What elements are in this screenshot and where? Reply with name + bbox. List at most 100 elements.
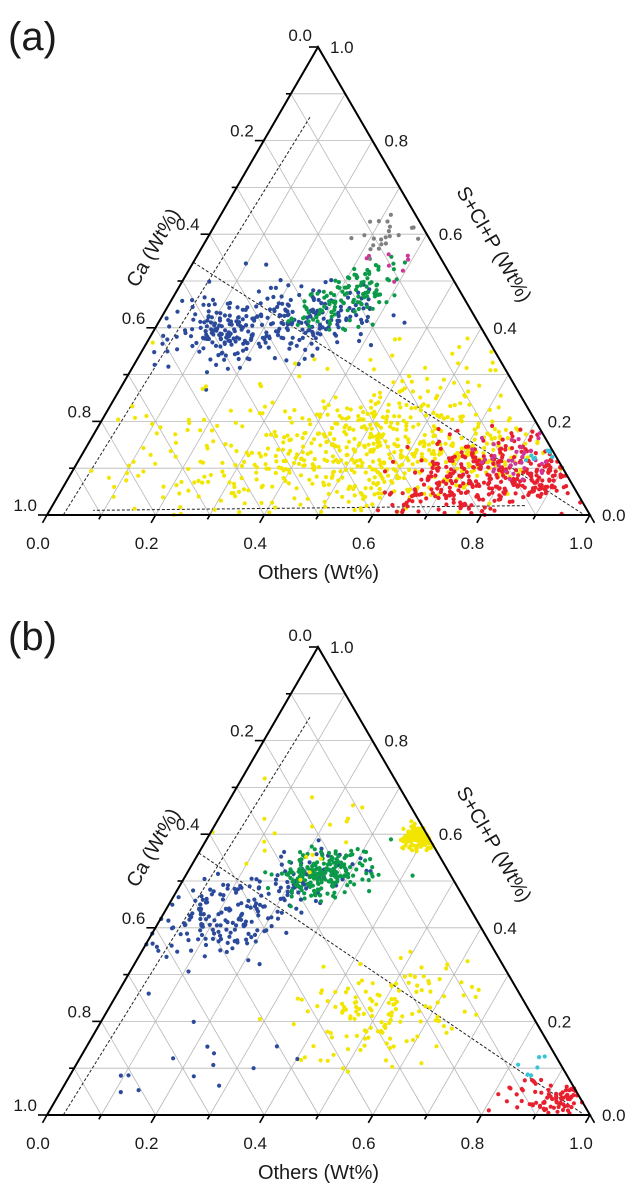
point-cyan (537, 1055, 542, 1060)
point-red (444, 464, 449, 470)
point-gray (379, 237, 384, 242)
point-yellow (298, 473, 304, 478)
point-blue (273, 881, 278, 886)
series-red (375, 423, 583, 518)
point-yellow (270, 500, 275, 505)
point-blue (219, 351, 224, 356)
point-blue (260, 335, 265, 340)
point-yellow (379, 474, 384, 479)
point-yellow (487, 407, 492, 412)
point-yellow (375, 437, 380, 442)
point-yellow (240, 424, 245, 429)
ticks (38, 46, 596, 524)
point-red (461, 472, 466, 477)
point-yellow (310, 852, 315, 857)
point-yellow (262, 816, 267, 821)
point-yellow (187, 420, 192, 426)
point-yellow (375, 422, 380, 427)
point-red (499, 479, 504, 484)
point-yellow (368, 422, 373, 427)
point-blue (205, 318, 210, 323)
point-yellow (409, 379, 414, 384)
point-yellow (220, 469, 225, 474)
point-blue (204, 324, 209, 329)
tick-label-bottom: 0.8 (461, 534, 485, 553)
point-yellow (307, 477, 312, 482)
grid-line (209, 787, 400, 1116)
point-blue (200, 897, 205, 902)
point-green (321, 861, 326, 866)
point-red (451, 493, 456, 498)
point-blue (246, 898, 251, 903)
point-yellow (403, 843, 408, 848)
point-yellow (365, 411, 370, 416)
point-green (354, 867, 359, 872)
point-yellow (402, 471, 407, 476)
point-yellow (173, 454, 178, 459)
point-yellow (299, 456, 304, 461)
point-yellow (385, 409, 390, 414)
point-yellow (390, 1064, 395, 1069)
point-yellow (426, 403, 431, 408)
point-yellow (254, 470, 259, 475)
point-green (355, 284, 360, 289)
point-blue (186, 969, 191, 974)
point-red (534, 1100, 539, 1105)
point-green (319, 849, 324, 855)
point-yellow (116, 417, 121, 422)
point-yellow (332, 437, 337, 442)
tick-right (453, 880, 458, 886)
point-red (503, 444, 508, 449)
point-yellow (367, 477, 372, 482)
point-yellow (397, 464, 402, 469)
point-yellow (465, 380, 470, 385)
point-yellow (311, 1044, 316, 1049)
point-blue (223, 328, 228, 333)
point-red (466, 506, 471, 511)
point-yellow (393, 1007, 398, 1012)
grid-line (127, 374, 211, 516)
tick-bottom (206, 1114, 211, 1120)
point-red (473, 479, 479, 484)
point-yellow (412, 454, 417, 459)
point-yellow (393, 468, 398, 473)
point-yellow (373, 401, 378, 407)
point-magenta (528, 448, 533, 453)
point-yellow (387, 424, 393, 429)
point-blue (204, 896, 209, 901)
point-green (375, 282, 380, 287)
point-yellow (397, 336, 402, 341)
point-yellow (401, 826, 406, 831)
point-red (490, 486, 495, 491)
point-blue (295, 1056, 300, 1062)
point-yellow (466, 389, 471, 394)
point-blue (264, 330, 269, 335)
point-red (480, 509, 485, 514)
point-yellow (375, 444, 380, 449)
point-yellow (361, 1011, 366, 1016)
point-yellow (312, 437, 317, 442)
tick-bottom (532, 514, 537, 520)
point-yellow (383, 439, 388, 444)
point-yellow (382, 461, 387, 466)
point-yellow (273, 453, 278, 459)
tick-label-bottom: 0.0 (26, 534, 50, 553)
point-yellow (371, 447, 376, 452)
point-blue (218, 344, 223, 349)
point-yellow (435, 1000, 440, 1005)
point-yellow (496, 405, 501, 410)
grid-line (263, 740, 482, 1116)
point-green (329, 310, 334, 315)
point-blue (235, 305, 240, 310)
point-blue (307, 860, 312, 865)
point-red (516, 473, 521, 478)
point-blue (282, 313, 287, 318)
point-blue (152, 362, 157, 367)
point-yellow (202, 474, 207, 479)
point-blue (267, 336, 272, 341)
point-blue (316, 838, 321, 843)
point-yellow (388, 1036, 393, 1041)
point-yellow (472, 427, 477, 432)
point-yellow (241, 487, 247, 492)
point-blue (313, 898, 318, 904)
